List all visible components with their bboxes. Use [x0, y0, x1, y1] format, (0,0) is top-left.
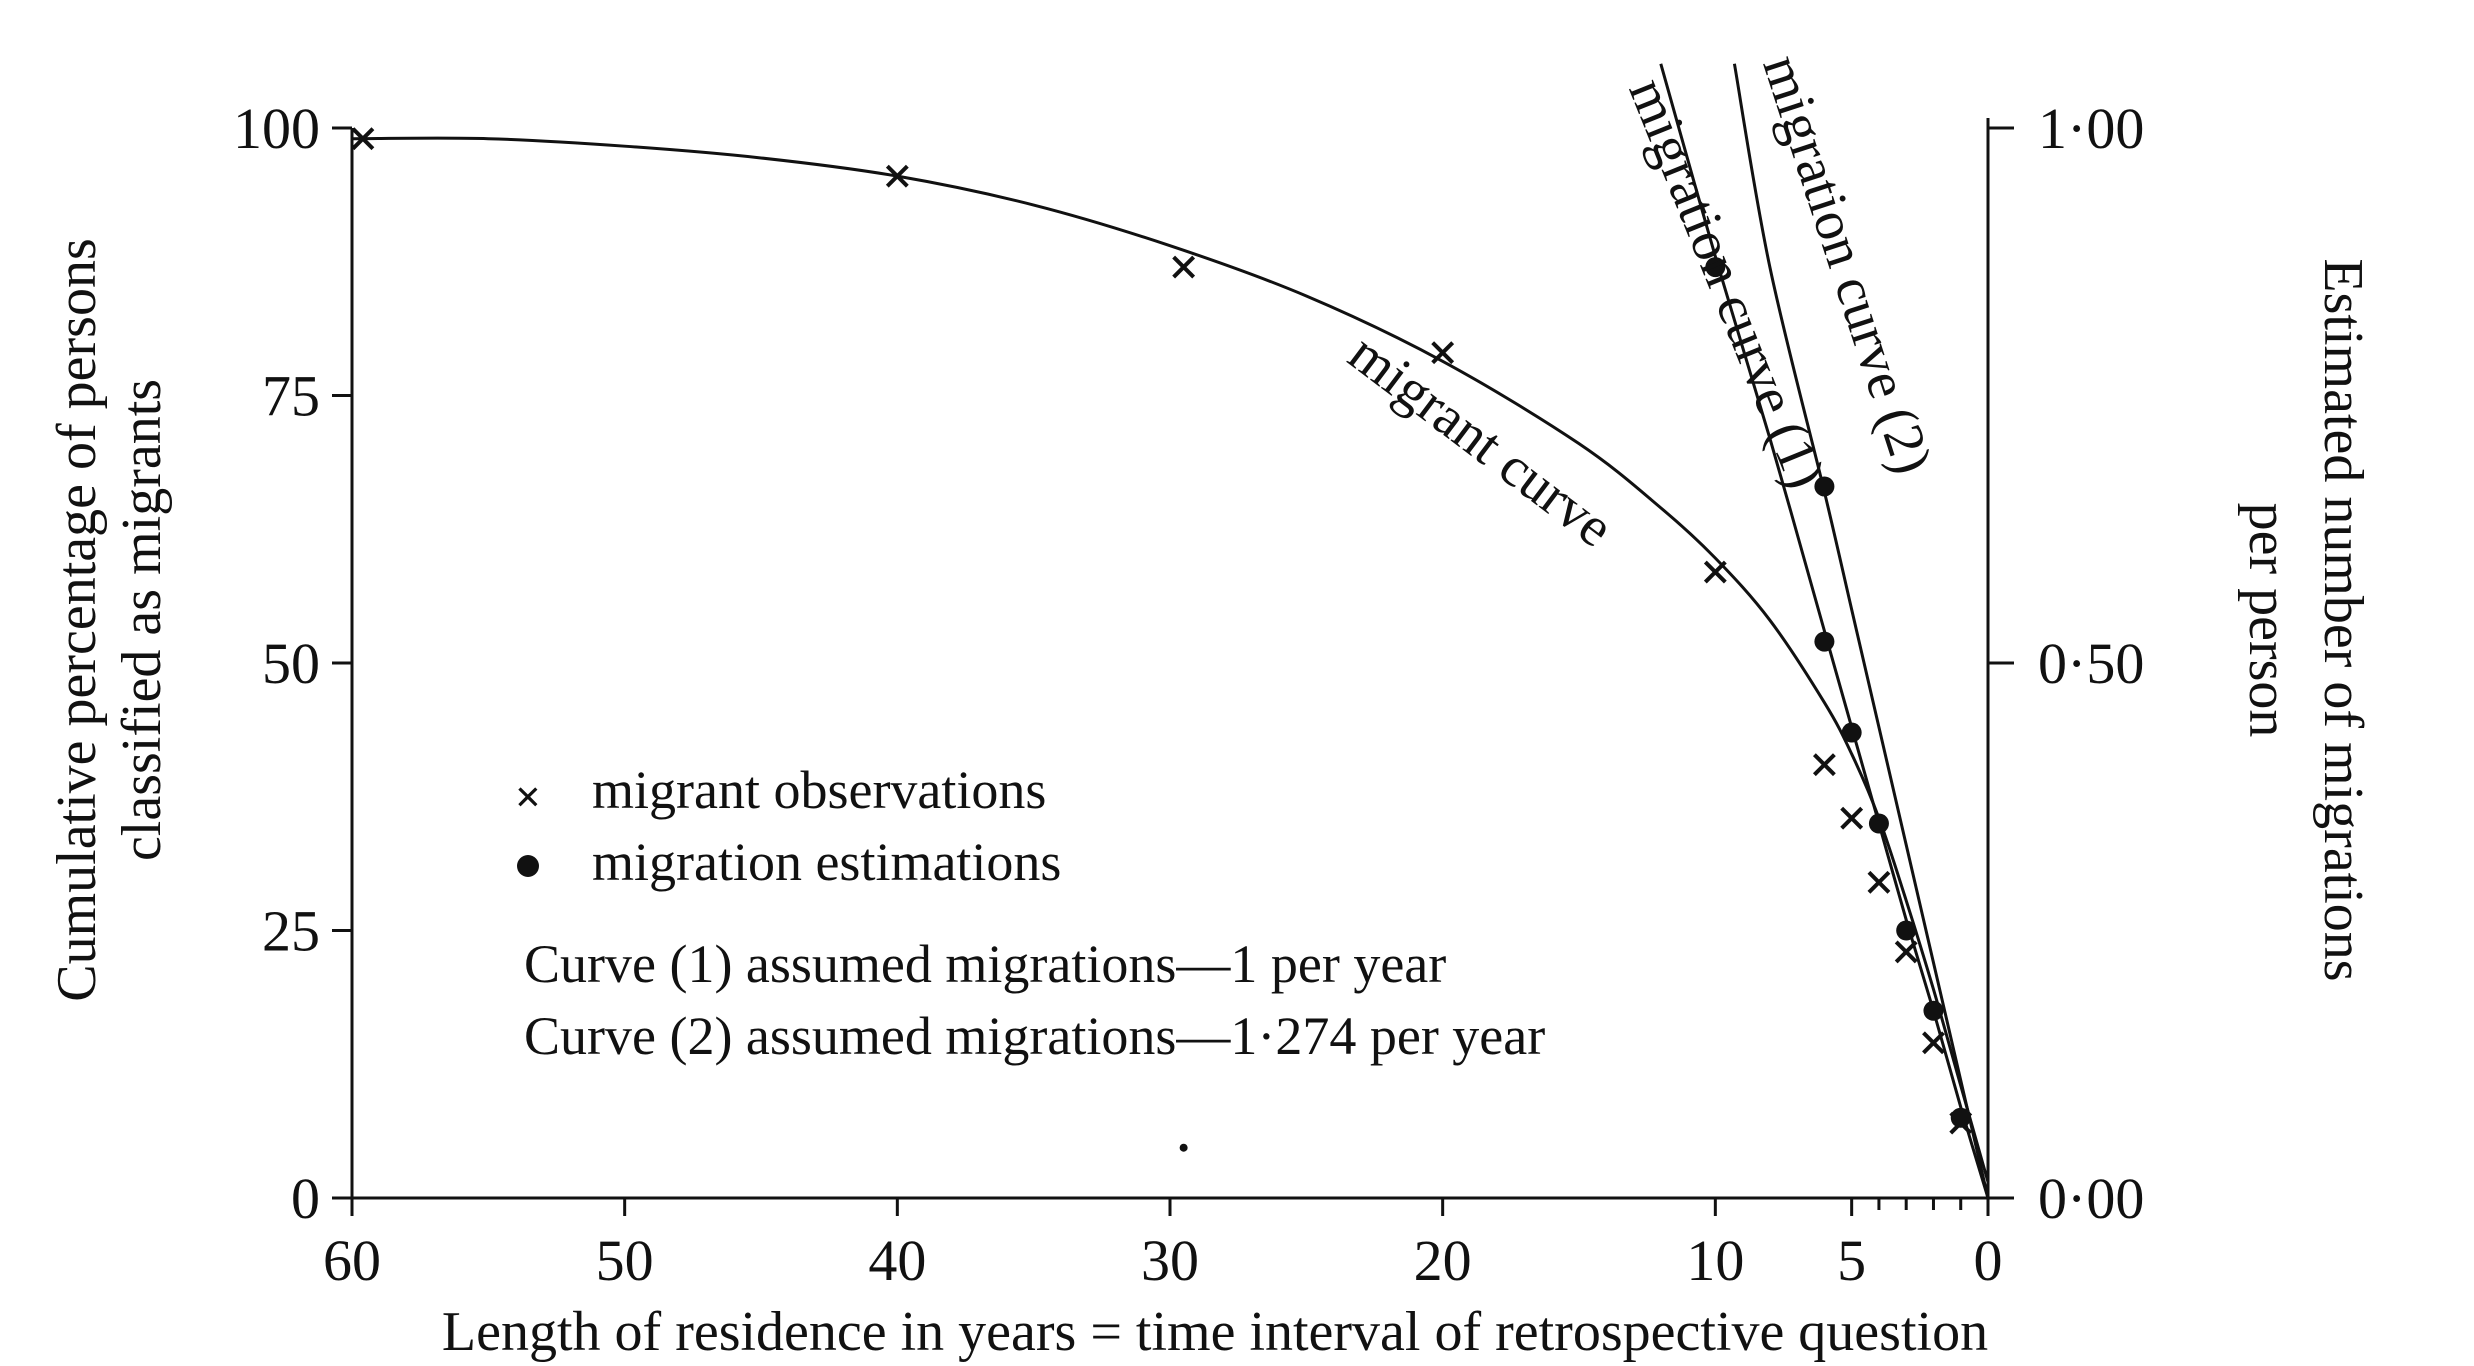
y-right-axis-title-line2: per person: [2237, 503, 2299, 738]
x-marker-stroke: [1867, 870, 1891, 894]
estimation-dot-marker: [1814, 476, 1835, 497]
y-right-tick-label: 0·50: [2038, 631, 2144, 696]
x-axis-title: Length of residence in years = time inte…: [442, 1301, 1988, 1363]
legend-entry-estimations: migration estimations: [592, 832, 1061, 892]
estimation-dot-marker: [1868, 813, 1889, 834]
stray-dot: [1179, 1143, 1188, 1152]
y-right-tick-label: 0·00: [2038, 1166, 2144, 1231]
x-marker-stroke: [885, 164, 909, 188]
legend-dot-marker: [517, 855, 539, 877]
observation-x-marker: [1894, 940, 1918, 964]
migrant-curve-label: migrant curve: [1337, 322, 1624, 560]
x-marker-stroke: [1812, 753, 1836, 777]
x-marker-stroke: [351, 127, 375, 151]
x-marker-stroke: [1703, 560, 1727, 584]
x-tick-label: 20: [1414, 1228, 1472, 1293]
x-tick-label: 0: [1974, 1228, 2003, 1293]
y-left-tick-label: 75: [262, 364, 320, 429]
x-tick-label: 50: [596, 1228, 654, 1293]
x-tick-label: 5: [1837, 1228, 1866, 1293]
x-marker-stroke: [1431, 341, 1455, 365]
observation-x-marker: [1812, 753, 1836, 777]
x-marker-stroke: [1894, 940, 1918, 964]
legend-x-marker: ×: [515, 771, 541, 822]
x-marker-stroke: [1172, 255, 1196, 279]
observation-x-marker: [1703, 560, 1727, 584]
migrant-curve-line: [351, 136, 1990, 1183]
y-left-tick-label: 100: [233, 96, 320, 161]
observation-x-marker: [351, 127, 375, 151]
estimation-dot-marker: [1841, 722, 1862, 743]
y-left-tick-label: 50: [262, 631, 320, 696]
x-marker-stroke: [1922, 1031, 1945, 1055]
estimation-dot-marker: [1923, 1000, 1944, 1021]
markers: [351, 127, 1973, 1152]
legend-note-curve-2: Curve (2) assumed migrations—1·274 per y…: [524, 1006, 1545, 1066]
x-tick-label: 60: [323, 1228, 381, 1293]
estimation-dot-marker: [1814, 631, 1835, 652]
observation-x-marker: [1867, 870, 1891, 894]
observation-x-marker: [1922, 1031, 1945, 1055]
y-left-axis-title-line2: classified as migrants: [111, 379, 173, 861]
y-right-tick-label: 1·00: [2038, 96, 2144, 161]
legend-entry-observations: migrant observations: [592, 760, 1046, 820]
y-right-axis-title-line1: Estimated number of migrations: [2312, 258, 2374, 981]
y-left-axis-title-line1: Cumulative percentage of persons: [46, 238, 108, 1002]
y-left-tick-label: 0: [291, 1166, 320, 1231]
estimation-dot-marker: [1950, 1107, 1971, 1128]
y-left-tick-label: 25: [262, 899, 320, 964]
observation-x-marker: [1431, 341, 1455, 365]
observation-x-marker: [1840, 806, 1864, 830]
observation-x-marker: [1172, 255, 1196, 279]
legend-note-curve-1: Curve (1) assumed migrations—1 per year: [524, 934, 1446, 994]
observation-x-marker: [885, 164, 909, 188]
legend: × migrant observations migration estimat…: [515, 760, 1545, 1066]
x-tick-label: 30: [1141, 1228, 1199, 1293]
x-marker-stroke: [1840, 806, 1864, 830]
x-tick-label: 40: [868, 1228, 926, 1293]
migration-curve-2-line: [1732, 63, 1990, 1199]
estimation-dot-marker: [1705, 257, 1726, 278]
x-tick-label: 10: [1686, 1228, 1744, 1293]
estimation-dot-marker: [1896, 920, 1917, 941]
